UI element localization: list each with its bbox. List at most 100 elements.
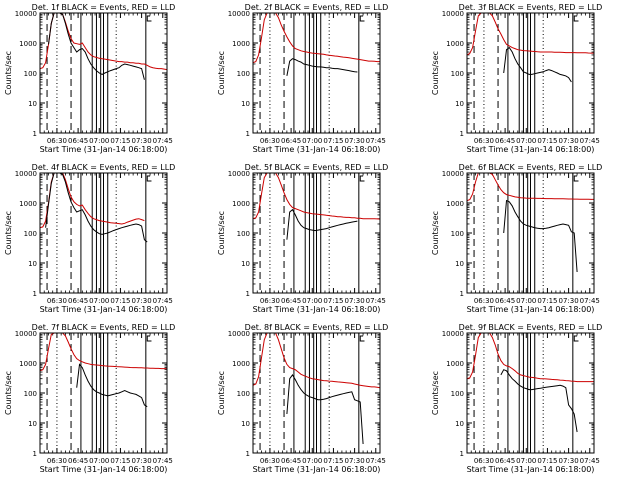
y-tick-label: 100 <box>451 390 464 398</box>
plot-area <box>40 13 167 133</box>
x-tick-label: 06:45 <box>281 297 301 305</box>
y-axis-label: Counts/sec <box>431 211 440 255</box>
x-tick-label: 07:45 <box>153 457 173 465</box>
x-tick-label: 06:45 <box>281 137 301 145</box>
x-tick-label: 06:30 <box>474 137 494 145</box>
x-tick-label: 07:00 <box>516 457 536 465</box>
lld-series-line <box>467 13 594 56</box>
panel-title: Det. 2f BLACK = Events, RED = LLD <box>245 3 389 12</box>
plot-frame <box>39 172 168 294</box>
lld-series-line <box>253 173 380 220</box>
attenuator-box-line <box>145 173 167 293</box>
y-axis-label: Counts/sec <box>217 211 226 255</box>
y-tick-label: 10 <box>455 420 464 428</box>
x-tick-label: 07:45 <box>580 457 600 465</box>
plot-frame <box>252 332 381 454</box>
x-tick-label: 07:45 <box>153 137 173 145</box>
x-tick-label: 06:30 <box>260 297 280 305</box>
y-tick-label: 100 <box>237 230 250 238</box>
y-tick-label: 1 <box>460 290 464 298</box>
attenuator-box-line <box>358 13 380 133</box>
y-tick-label: 10000 <box>15 170 37 178</box>
y-tick-label: 1 <box>246 130 250 138</box>
x-axis-label: Start Time (31-Jan-14 06:18:00) <box>253 305 381 314</box>
events-series-line <box>45 173 148 243</box>
x-tick-label: 07:00 <box>302 137 322 145</box>
panel-det-1: Det. 1f BLACK = Events, RED = LLD Start T… <box>4 3 175 154</box>
x-axis-label: Start Time (31-Jan-14 06:18:00) <box>467 465 595 474</box>
plot-area <box>40 173 167 293</box>
panel-det-3: Det. 3f BLACK = Events, RED = LLD Start T… <box>431 3 602 154</box>
y-tick-label: 10 <box>241 260 250 268</box>
panel-title: Det. 4f BLACK = Events, RED = LLD <box>32 163 176 172</box>
y-tick-label: 10 <box>241 100 250 108</box>
x-tick-label: 07:45 <box>366 137 386 145</box>
y-tick-label: 1000 <box>232 360 250 368</box>
y-tick-label: 100 <box>237 70 250 78</box>
y-tick-label: 1000 <box>446 40 464 48</box>
x-tick-label: 06:45 <box>68 137 88 145</box>
y-axis-label: Counts/sec <box>217 51 226 95</box>
y-tick-label: 10000 <box>228 10 250 18</box>
y-tick-label: 10 <box>455 260 464 268</box>
attenuator-box-line <box>572 13 594 133</box>
panel-det-6: Det. 6f BLACK = Events, RED = LLD Start T… <box>431 163 602 314</box>
y-tick-label: 10000 <box>15 330 37 338</box>
x-tick-label: 07:30 <box>559 137 579 145</box>
plot-frame <box>466 172 595 294</box>
attenuator-state-glyph <box>573 15 579 22</box>
y-tick-label: 100 <box>24 70 37 78</box>
x-tick-label: 07:15 <box>323 457 343 465</box>
y-axis-label: Counts/sec <box>431 371 440 415</box>
y-tick-label: 10000 <box>15 10 37 18</box>
y-tick-label: 1000 <box>19 200 37 208</box>
y-tick-label: 1000 <box>446 360 464 368</box>
attenuator-box-line <box>145 13 167 133</box>
x-tick-label: 06:45 <box>281 457 301 465</box>
lld-series-line <box>467 333 594 383</box>
y-tick-label: 1 <box>246 290 250 298</box>
lld-series-line <box>253 333 380 389</box>
events-series-line <box>503 46 572 83</box>
y-tick-label: 1 <box>33 290 37 298</box>
x-axis-label: Start Time (31-Jan-14 06:18:00) <box>253 465 381 474</box>
y-tick-label: 1000 <box>19 360 37 368</box>
attenuator-state-glyph <box>146 335 152 342</box>
y-tick-label: 100 <box>451 70 464 78</box>
plot-frame <box>252 172 381 294</box>
events-series-line <box>48 13 145 80</box>
plot-area <box>40 333 167 453</box>
x-tick-label: 07:30 <box>345 457 365 465</box>
x-tick-label: 06:30 <box>260 457 280 465</box>
x-axis-label: Start Time (31-Jan-14 06:18:00) <box>40 145 168 154</box>
lld-series-line <box>467 173 594 202</box>
attenuator-state-glyph <box>146 175 152 182</box>
x-tick-label: 06:30 <box>47 297 67 305</box>
x-tick-label: 07:00 <box>89 137 109 145</box>
attenuator-state-glyph <box>573 175 579 182</box>
x-tick-label: 06:45 <box>495 137 515 145</box>
y-tick-label: 10 <box>28 260 37 268</box>
x-tick-label: 06:30 <box>260 137 280 145</box>
x-tick-label: 07:00 <box>302 457 322 465</box>
x-tick-label: 07:30 <box>132 297 152 305</box>
attenuator-box-line <box>572 173 594 293</box>
y-axis-label: Counts/sec <box>4 211 13 255</box>
attenuator-state-glyph <box>359 15 365 22</box>
panel-title: Det. 7f BLACK = Events, RED = LLD <box>32 323 176 332</box>
x-tick-label: 07:15 <box>537 457 557 465</box>
x-tick-label: 07:45 <box>580 137 600 145</box>
x-tick-label: 07:45 <box>580 297 600 305</box>
x-tick-label: 07:30 <box>132 137 152 145</box>
y-tick-label: 100 <box>24 390 37 398</box>
plot-frame <box>466 332 595 454</box>
y-tick-label: 1000 <box>232 40 250 48</box>
y-tick-label: 1000 <box>19 40 37 48</box>
y-axis-label: Counts/sec <box>4 51 13 95</box>
plot-frame <box>39 332 168 454</box>
y-tick-label: 100 <box>24 230 37 238</box>
attenuator-state-glyph <box>359 175 365 182</box>
panel-det-7: Det. 7f BLACK = Events, RED = LLD Start T… <box>4 323 175 474</box>
events-series-line <box>286 373 364 445</box>
